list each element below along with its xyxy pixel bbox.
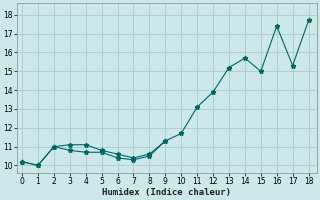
X-axis label: Humidex (Indice chaleur): Humidex (Indice chaleur) (102, 188, 231, 197)
